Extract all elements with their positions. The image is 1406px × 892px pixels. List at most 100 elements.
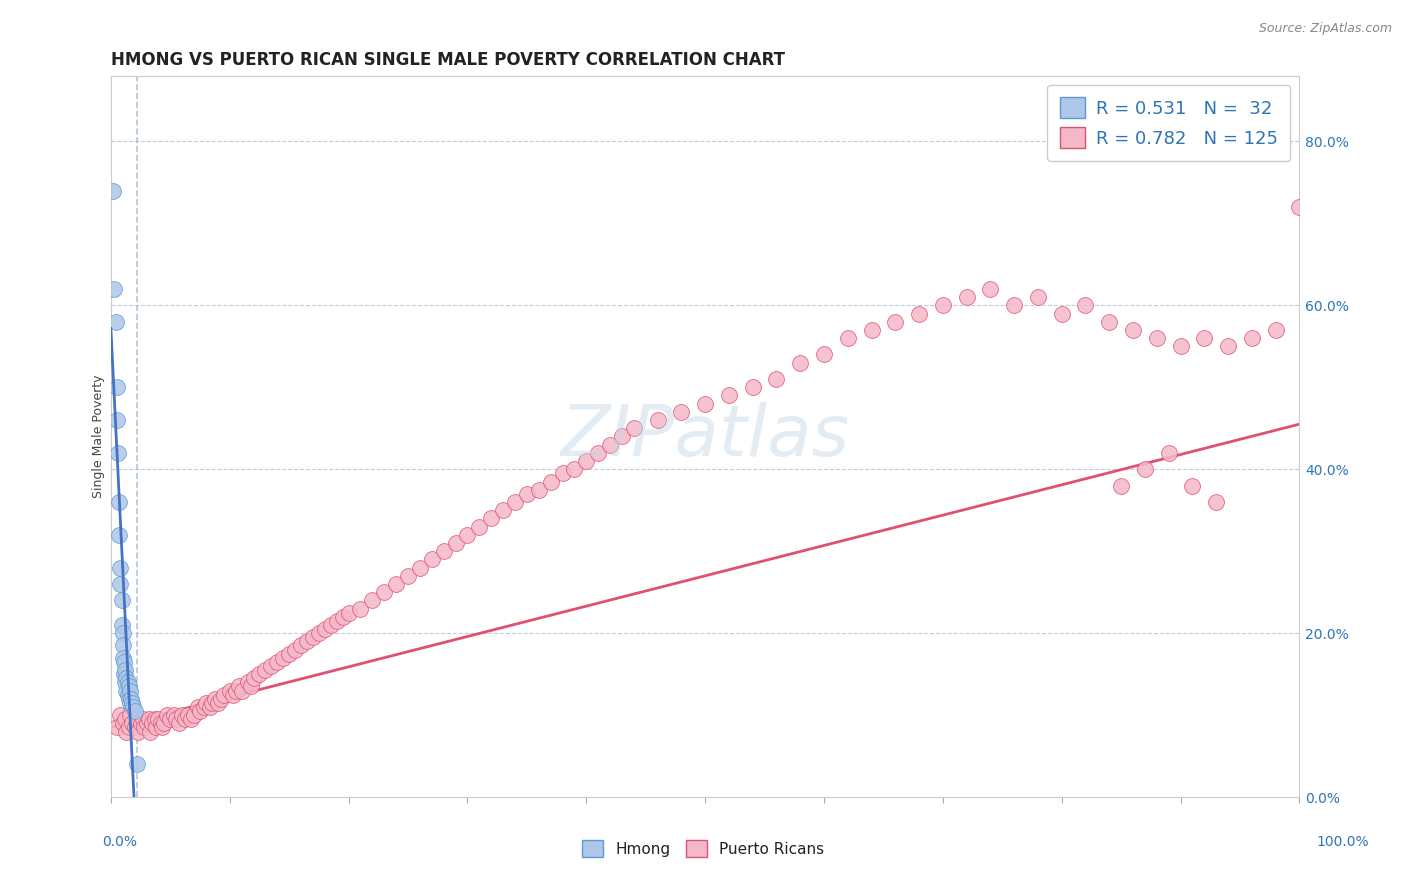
Point (125, 757, 148, 772)
Point (647, 413, 669, 427)
Point (187, 700, 209, 714)
Text: Source: ZipAtlas.com: Source: ZipAtlas.com (1258, 22, 1392, 36)
Point (124, 704, 146, 718)
Point (741, 380, 763, 394)
Point (118, 691, 141, 706)
Point (228, 680, 250, 694)
Point (325, 614, 347, 628)
Point (540, 475, 562, 489)
Point (115, 683, 138, 698)
Point (204, 691, 226, 706)
Point (789, 356, 811, 370)
Point (110, 708, 132, 723)
Point (115, 724, 138, 739)
Point (149, 716, 172, 731)
Point (120, 691, 142, 706)
Point (373, 585, 395, 599)
Point (599, 438, 621, 452)
Point (765, 372, 787, 386)
Point (337, 606, 360, 620)
Point (295, 634, 318, 648)
Point (114, 712, 136, 726)
Point (813, 347, 835, 361)
Point (115, 671, 138, 685)
Point (271, 650, 294, 665)
Point (349, 601, 371, 615)
Point (129, 716, 152, 731)
Point (1098, 315, 1121, 329)
Point (193, 700, 215, 714)
Point (254, 663, 277, 677)
Point (121, 696, 143, 710)
Point (159, 712, 181, 726)
Legend: R = 0.531   N =  32, R = 0.782   N = 125: R = 0.531 N = 32, R = 0.782 N = 125 (1047, 85, 1291, 161)
Point (332, 609, 354, 624)
Point (111, 639, 134, 653)
Point (145, 721, 167, 735)
Point (479, 511, 502, 525)
Point (110, 560, 132, 574)
Point (671, 405, 693, 419)
Point (1288, 200, 1310, 214)
Point (138, 712, 160, 726)
Point (884, 315, 907, 329)
Point (278, 647, 301, 661)
Text: ZIPatlas: ZIPatlas (561, 402, 849, 471)
Point (1157, 446, 1180, 460)
Point (695, 397, 717, 411)
Point (172, 708, 194, 723)
Point (118, 696, 141, 710)
Text: 0.0%: 0.0% (103, 835, 136, 848)
Point (212, 688, 235, 702)
Point (1146, 331, 1168, 345)
Point (249, 667, 271, 681)
Point (396, 569, 419, 583)
Point (236, 675, 259, 690)
Point (610, 429, 633, 443)
Point (860, 323, 883, 337)
Point (121, 716, 143, 731)
Point (105, 721, 128, 735)
Point (260, 659, 283, 673)
Point (110, 577, 132, 591)
Point (118, 721, 141, 735)
Point (201, 696, 224, 710)
Point (1205, 495, 1227, 509)
Point (290, 639, 312, 653)
Point (132, 712, 155, 726)
Point (218, 683, 240, 698)
Point (183, 708, 205, 723)
Point (932, 298, 955, 312)
Point (1264, 323, 1286, 337)
Point (143, 712, 166, 726)
Point (163, 708, 186, 723)
Point (433, 544, 456, 558)
Point (314, 622, 336, 636)
Point (1181, 478, 1204, 492)
Text: HMONG VS PUERTO RICAN SINGLE MALE POVERTY CORRELATION CHART: HMONG VS PUERTO RICAN SINGLE MALE POVERT… (111, 51, 785, 69)
Point (302, 630, 325, 644)
Point (266, 655, 288, 669)
Point (167, 716, 190, 731)
Point (111, 626, 134, 640)
Point (385, 577, 408, 591)
Point (135, 716, 157, 731)
Point (198, 700, 221, 714)
Point (586, 446, 609, 460)
Point (112, 655, 135, 669)
Point (134, 721, 156, 735)
Point (1194, 331, 1216, 345)
Point (1216, 339, 1239, 353)
Point (955, 290, 977, 304)
Point (361, 593, 384, 607)
Point (114, 675, 136, 690)
Point (1133, 462, 1156, 476)
Point (242, 671, 264, 685)
Point (105, 380, 128, 394)
Point (575, 454, 598, 468)
Point (114, 663, 136, 677)
Point (444, 536, 467, 550)
Point (1122, 323, 1144, 337)
Point (141, 716, 163, 731)
Point (139, 724, 162, 739)
